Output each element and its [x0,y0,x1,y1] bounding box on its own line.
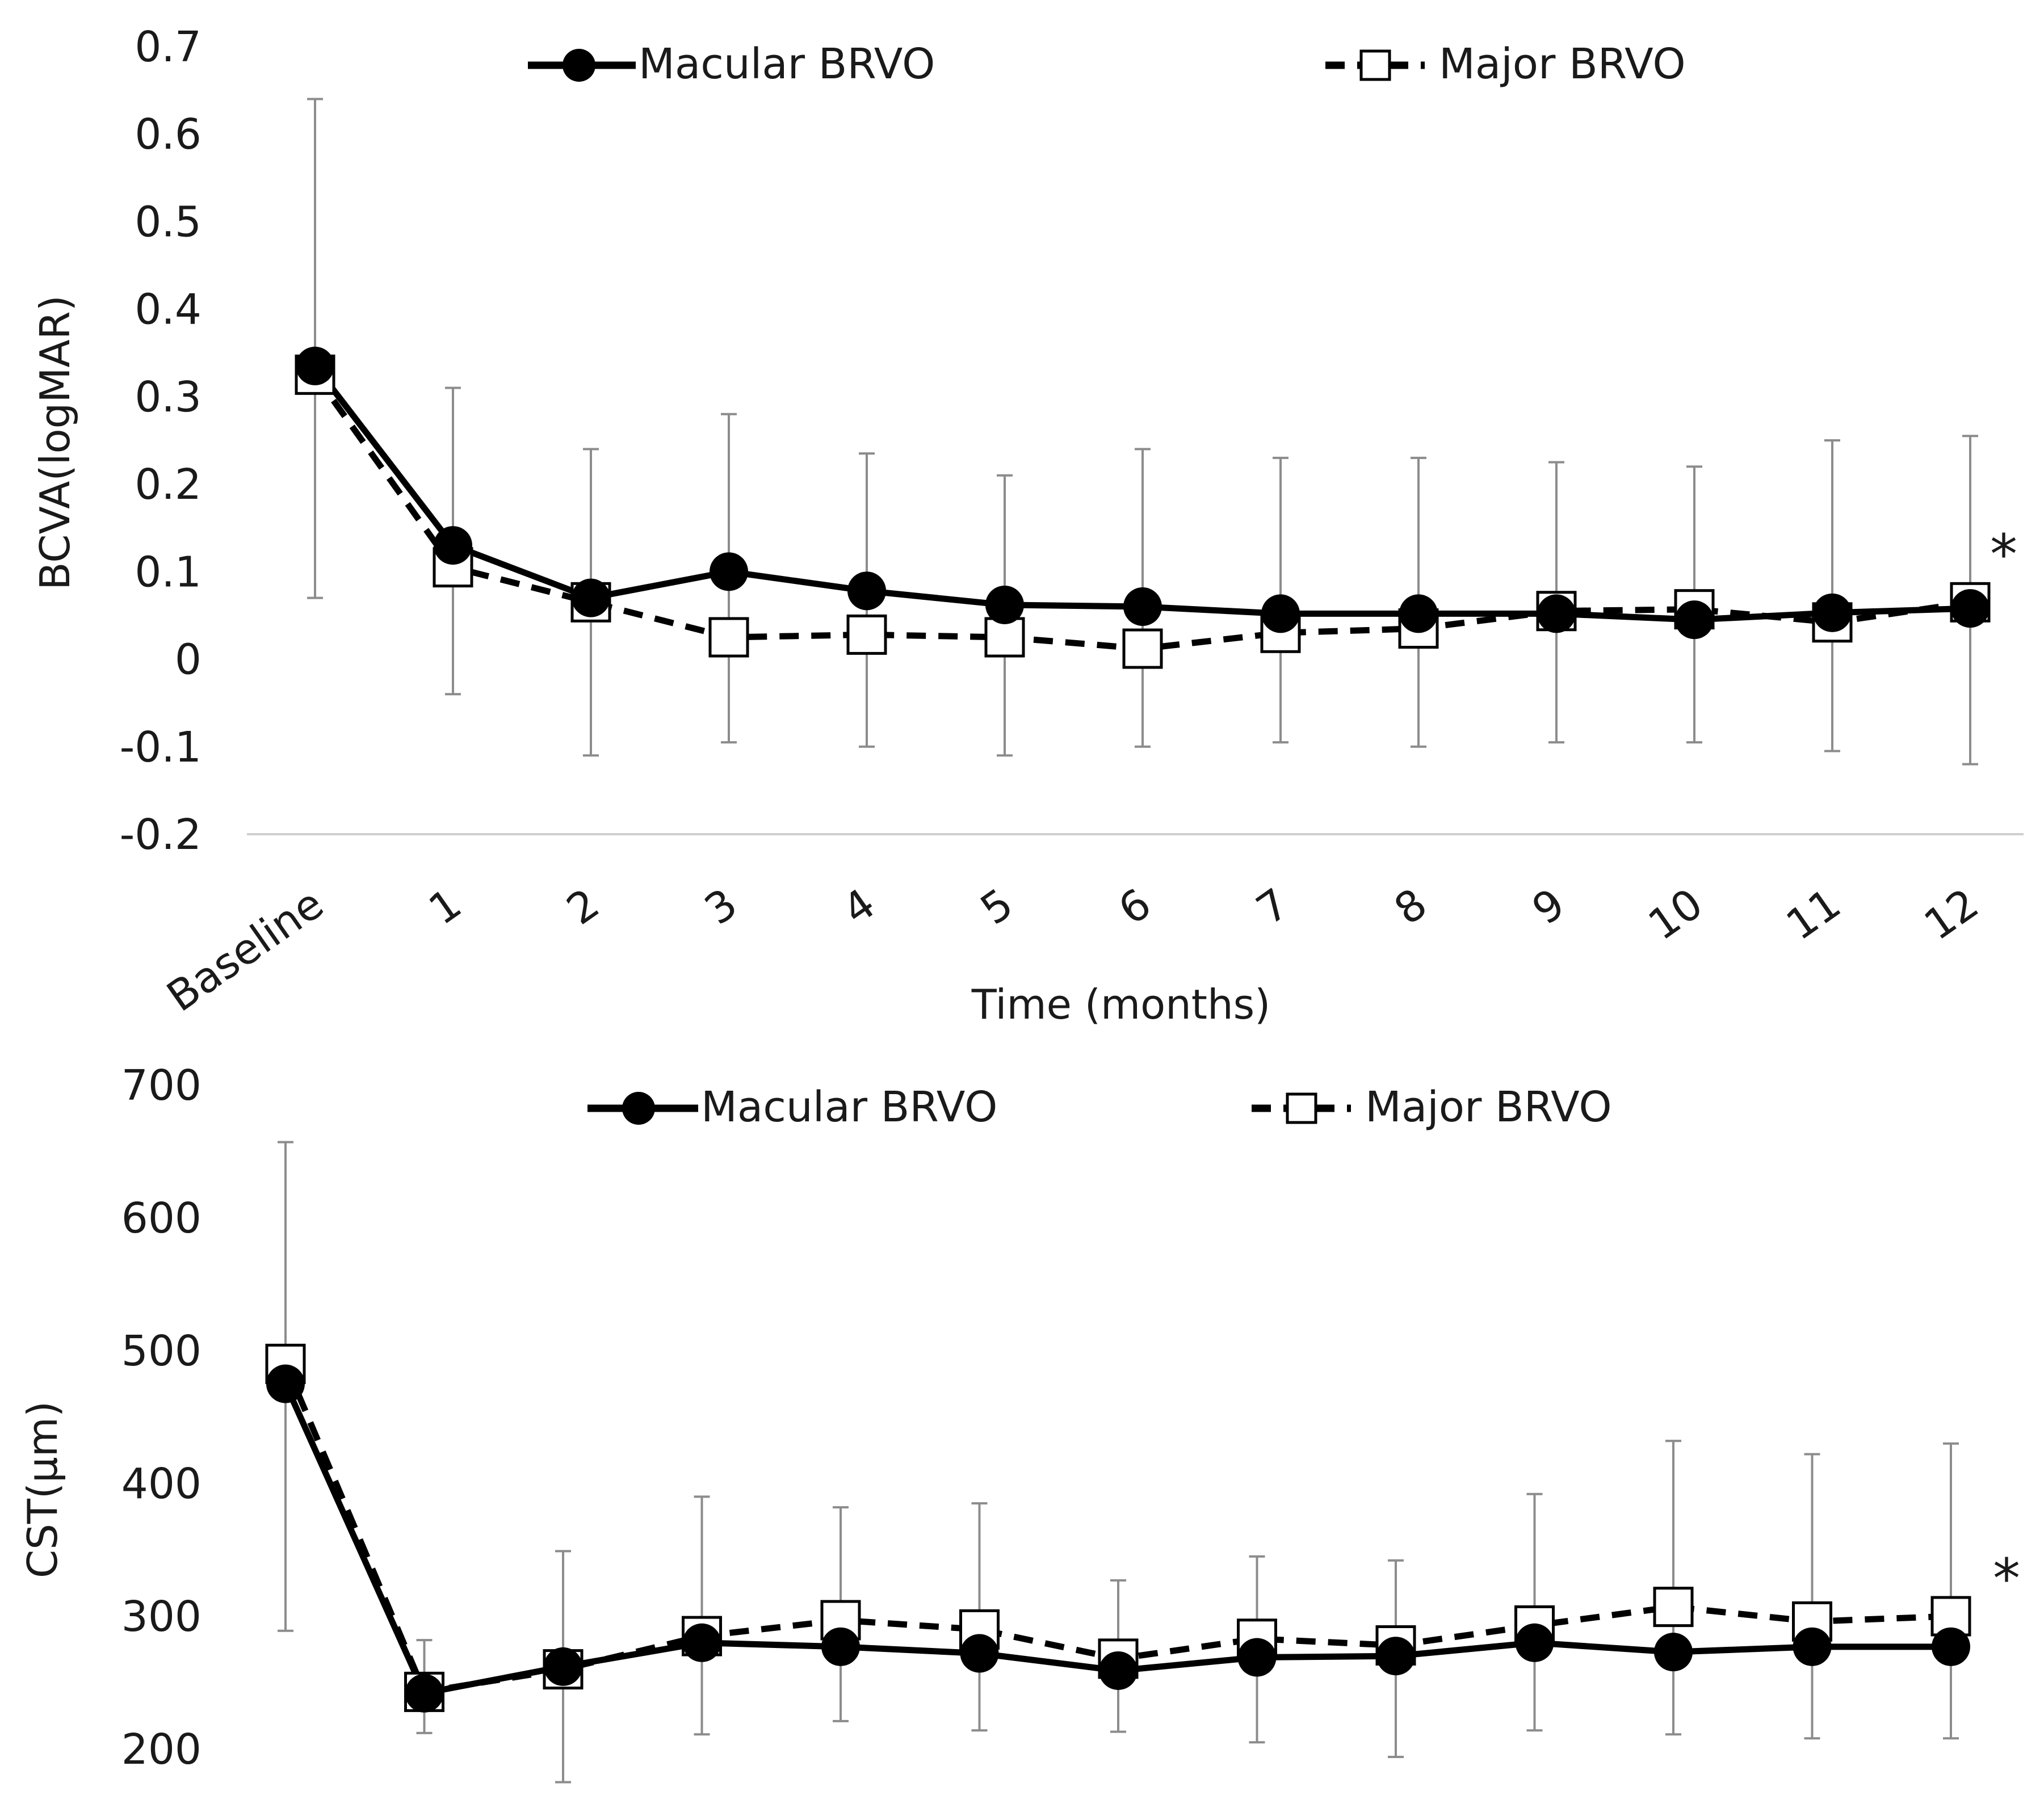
bcva-y-tick-label: -0.1 [120,723,202,772]
bcva-y-tick-label: 0.4 [135,285,202,334]
bcva-legend: Macular BRVO Major BRVO [528,40,1686,89]
bcva-x-tick-label: 10 [1640,879,1711,949]
bcva-macular-brvo-point [1537,594,1576,633]
bcva-y-tick-label: 0 [175,636,202,684]
cst-y-axis-title: CST(μm) [19,1401,66,1578]
legend-major-label: Major BRVO [1365,1083,1612,1132]
legend-macular-label: Macular BRVO [639,40,935,89]
cst-chart: 700 600 500 400 300 200 CST(μm) * Macular BRV… [19,1061,2020,1784]
cst-macular-brvo-point [821,1627,860,1666]
bcva-macular-brvo-point [710,552,748,591]
bcva-x-tick-label: 5 [972,879,1022,934]
bcva-x-tick-label: 6 [1110,879,1160,934]
cst-y-tick-label: 200 [121,1725,202,1774]
bcva-chart: 0.7 0.6 0.5 0.4 0.3 0.2 0.1 0 -0.1 -0.2 Baseline 1… [31,23,2024,1028]
bcva-x-tick-label: 4 [834,879,884,934]
bcva-x-tick-label: 3 [696,879,746,934]
bcva-x-tick-label: 2 [558,879,608,934]
bcva-x-tick-label: Baseline [158,879,332,1021]
bcva-y-tick-label: 0.7 [135,23,202,72]
bcva-x-tick-label: 9 [1523,879,1573,934]
bcva-macular-brvo-point [1813,593,1852,632]
cst-y-tick-label: 700 [121,1061,202,1110]
bcva-major-brvo-point [1122,628,1163,669]
cst-macular-brvo-point [1932,1627,1970,1666]
cst-macular-brvo-point [1515,1623,1554,1662]
bcva-macular-brvo-point [1951,589,1990,628]
cst-macular-brvo-point [1654,1633,1693,1672]
bcva-macular-brvo-point [847,571,886,611]
bcva-x-tick-label: 12 [1916,879,1987,949]
bcva-y-tick-labels: 0.7 0.6 0.5 0.4 0.3 0.2 0.1 0 -0.1 -0.2 [120,23,202,859]
bcva-y-tick-label: 0.5 [135,197,202,246]
bcva-major-brvo-point [708,617,749,658]
bcva-major-brvo-point [846,614,887,655]
legend-major-square-marker [1286,1092,1317,1124]
cst-macular-brvo-point [1237,1638,1277,1677]
bcva-x-axis-title: Time (months) [971,981,1270,1028]
cst-macular-brvo-point [405,1674,444,1713]
cst-macular-brvo-point [266,1364,305,1403]
cst-macular-brvo-point [682,1623,721,1662]
bcva-x-tick-label: 11 [1778,879,1849,949]
cst-macular-brvo-point [544,1647,582,1686]
bcva-y-tick-label: 0.2 [135,460,202,509]
bcva-macular-brvo-point [1261,594,1300,633]
cst-markers [265,1343,1971,1713]
bcva-y-tick-label: -0.2 [120,810,202,859]
bcva-markers [295,346,1991,669]
bcva-macular-brvo-point [985,585,1024,624]
legend-macular-label: Macular BRVO [701,1083,997,1132]
bcva-y-tick-label: 0.6 [135,110,202,159]
cst-y-tick-label: 600 [121,1194,202,1243]
cst-y-tick-labels: 700 600 500 400 300 200 [121,1061,202,1774]
cst-macular-brvo-point [1376,1637,1415,1676]
cst-major-brvo-point [1653,1587,1694,1628]
legend-macular-circle-marker [622,1092,655,1125]
cst-y-tick-label: 300 [121,1592,202,1641]
bcva-macular-brvo-point [434,526,472,565]
bcva-macular-brvo-point [1675,600,1714,640]
bcva-y-tick-label: 0.3 [135,373,202,422]
bcva-macular-brvo-point [296,346,334,385]
cst-y-tick-label: 400 [121,1460,202,1508]
cst-macular-brvo-point [1793,1627,1832,1666]
bcva-macular-brvo-point [572,578,610,617]
cst-macular-brvo-point [960,1634,999,1673]
legend-major-square-marker [1359,49,1391,81]
bcva-x-tick-label: 7 [1248,879,1298,934]
bcva-y-axis-title: BCVA(logMAR) [31,295,79,590]
bcva-major-brvo-point [984,617,1025,658]
legend-macular-circle-marker [563,49,595,82]
bcva-macular-brvo-point [1123,587,1162,627]
cst-y-tick-label: 500 [121,1327,202,1376]
bcva-macular-brvo-point [1399,594,1438,633]
bcva-significance-marker: * [1990,523,2017,586]
cst-macular-brvo-point [1099,1651,1138,1690]
legend-major-label: Major BRVO [1439,40,1686,89]
bcva-x-tick-label: 1 [420,879,470,934]
cst-significance-marker: * [1993,1547,2020,1611]
cst-legend: Macular BRVO Major BRVO [587,1083,1612,1132]
bcva-y-tick-label: 0.1 [135,548,202,596]
bcva-x-tick-label: 8 [1386,879,1436,934]
